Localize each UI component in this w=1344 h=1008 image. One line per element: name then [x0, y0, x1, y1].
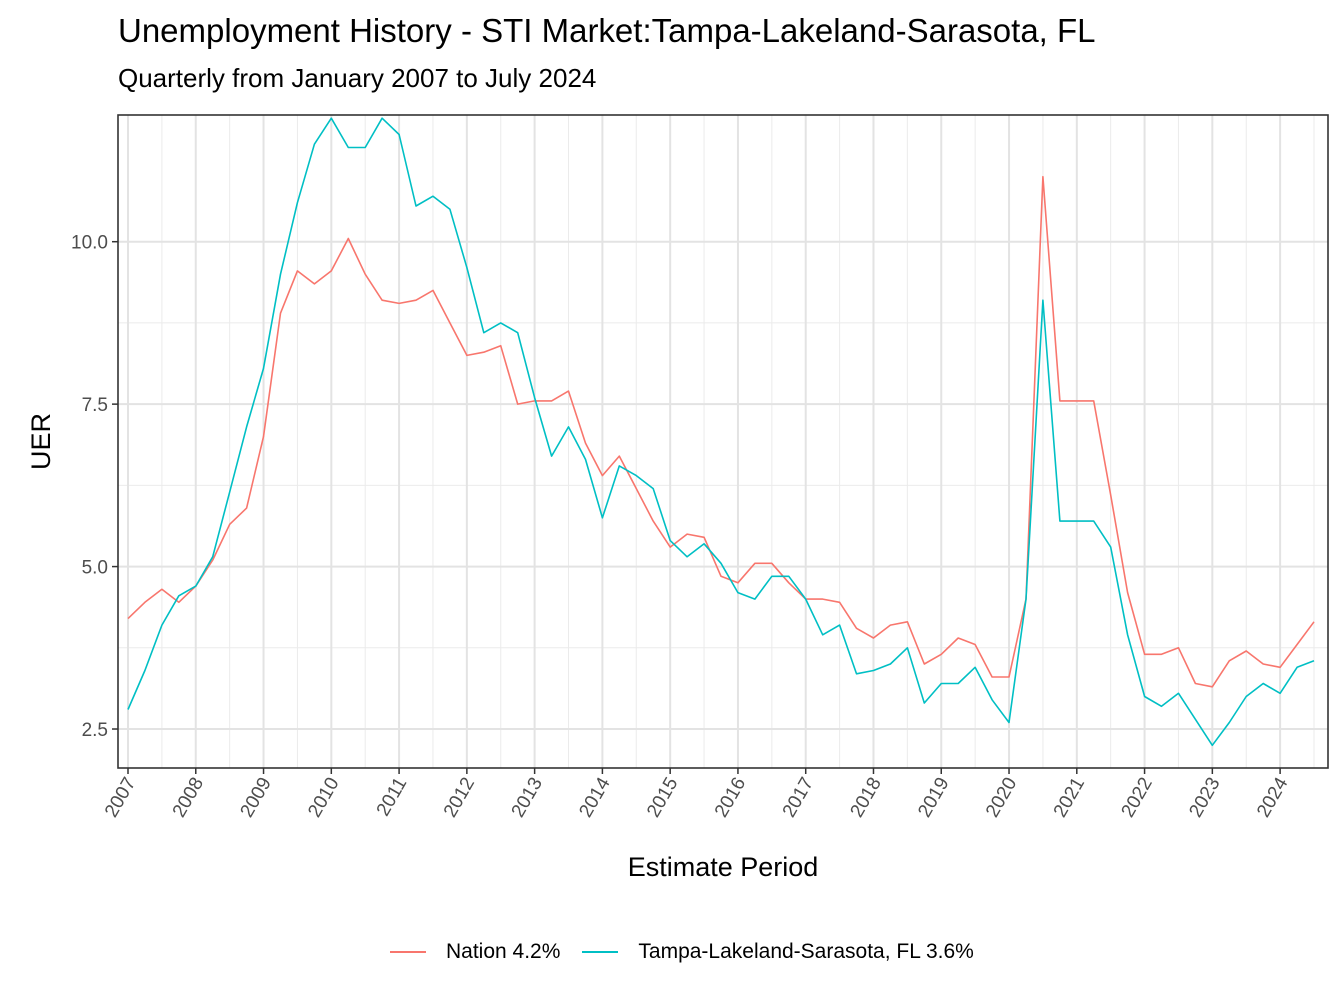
x-tick-label: 2009	[237, 774, 276, 821]
legend: Nation 4.2% Tampa-Lakeland-Sarasota, FL …	[390, 940, 996, 964]
x-tick-label: 2011	[373, 774, 412, 820]
legend-item-tampa: Tampa-Lakeland-Sarasota, FL 3.6%	[582, 940, 974, 964]
x-tick-label: 2014	[575, 774, 615, 821]
x-tick-label: 2010	[304, 774, 343, 821]
x-tick-label: 2008	[169, 774, 208, 821]
y-tick-label: 10.0	[71, 233, 108, 254]
x-tick-label: 2013	[508, 774, 547, 821]
x-tick-label: 2024	[1253, 774, 1293, 821]
series-lines	[127, 117, 1315, 747]
x-tick-label: 2023	[1185, 774, 1224, 821]
x-tick-label: 2019	[914, 774, 953, 821]
x-tick-label: 2017	[779, 774, 818, 821]
legend-key-nation	[390, 951, 426, 953]
series-line-nation	[127, 175, 1315, 688]
chart-title: Unemployment History - STI Market:Tampa-…	[118, 12, 1096, 49]
legend-item-nation: Nation 4.2%	[390, 940, 560, 964]
legend-label-tampa: Tampa-Lakeland-Sarasota, FL 3.6%	[638, 940, 974, 963]
x-tick-label: 2020	[982, 774, 1021, 821]
y-axis-title: UER	[26, 413, 56, 470]
y-tick-label: 2.5	[82, 720, 108, 741]
legend-label-nation: Nation 4.2%	[446, 940, 561, 963]
plot-panel-border	[117, 114, 1329, 769]
y-tick-label: 7.5	[82, 395, 108, 416]
gridlines	[118, 115, 1328, 768]
x-tick-label: 2021	[1050, 774, 1089, 821]
x-tick-label: 2015	[643, 774, 682, 821]
y-tick-label: 5.0	[82, 558, 108, 579]
axes: 2.5 5.0 7.5 10.0 2007 2008 2009 2010 2011 2012 201…	[71, 233, 1293, 821]
x-tick-label: 2022	[1118, 774, 1157, 821]
x-tick-label: 2007	[101, 774, 140, 821]
chart-subtitle: Quarterly from January 2007 to July 2024	[118, 63, 597, 93]
x-tick-label: 2012	[440, 774, 479, 821]
legend-key-tampa	[582, 951, 619, 953]
x-tick-label: 2018	[846, 774, 885, 821]
x-axis-title: Estimate Period	[628, 852, 819, 882]
x-tick-label: 2016	[711, 774, 750, 821]
series-line-tampa	[127, 117, 1315, 747]
